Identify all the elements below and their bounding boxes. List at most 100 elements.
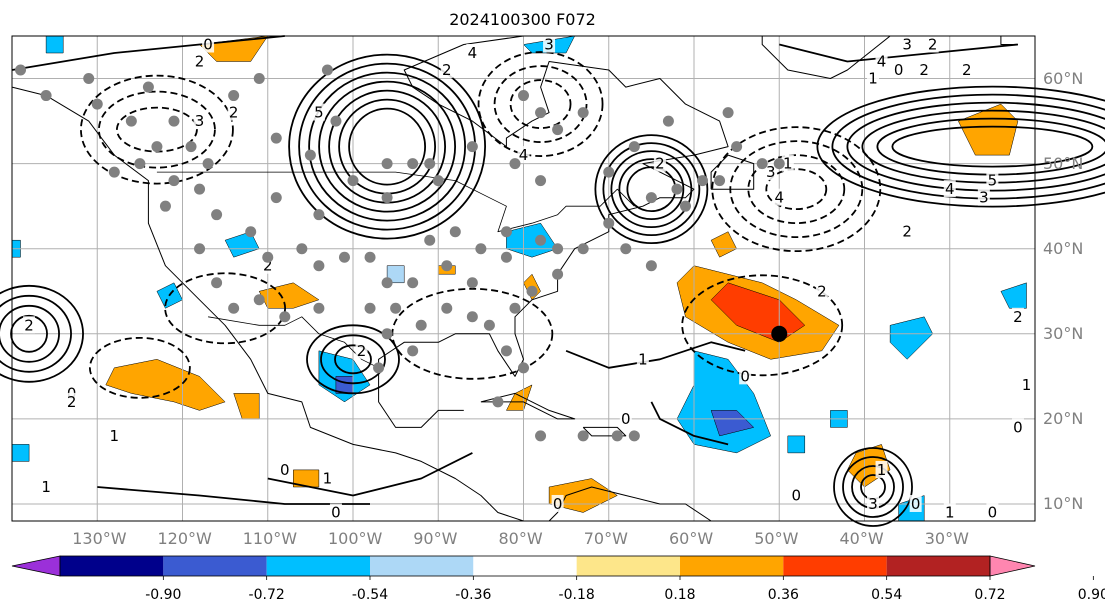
station-marker: [620, 243, 632, 255]
longitude-label: 120°W: [157, 529, 212, 548]
contour-atl-ridge-3: [846, 101, 1105, 192]
contour-dashed-sw: [164, 272, 287, 345]
contour-label-bg: [764, 163, 777, 181]
contour-low-east-3: [602, 142, 701, 237]
anomaly-region-23: [787, 435, 806, 454]
station-marker: [466, 141, 478, 153]
station-marker: [518, 90, 529, 102]
station-marker: [441, 302, 453, 314]
contour-dashed-atl-1: [747, 154, 846, 225]
station-marker: [245, 226, 257, 238]
longitude-label: 80°W: [498, 529, 543, 548]
contour-label: 2: [357, 342, 367, 360]
contour-low-east-1: [618, 158, 685, 221]
contour-dashed-atl-0: [765, 168, 828, 211]
anomaly-region-15: [710, 410, 755, 437]
station-marker: [424, 158, 436, 170]
contour-label-bg: [23, 316, 36, 334]
contour-label-bg: [986, 171, 999, 189]
contour-mex-low-1: [320, 334, 386, 385]
station-marker: [407, 345, 419, 357]
colorbar-outline: [59, 555, 991, 577]
contour-label-bg: [193, 52, 206, 70]
contour-label-bg: [202, 35, 215, 53]
contour-label: 2: [67, 393, 77, 411]
contour-label-bg: [466, 44, 479, 62]
contour-label-bg: [773, 188, 786, 206]
station-marker: [108, 166, 120, 178]
latitude-label: 40°N: [1043, 238, 1084, 258]
contour-dashed-bc-2: [80, 74, 234, 185]
colorbar-swatch: [60, 556, 164, 576]
station-marker: [722, 107, 734, 119]
station-marker: [552, 243, 564, 255]
contour-pac-low-3: [0, 284, 84, 383]
contour-label: 3: [902, 36, 912, 54]
contour-label: 0: [280, 461, 290, 479]
anomaly-region-6: [957, 103, 1019, 156]
contour-label-bg: [321, 469, 334, 487]
station-marker: [552, 268, 564, 280]
contour-label: 2: [442, 61, 452, 79]
station-marker: [151, 141, 163, 153]
contour-label-bg: [619, 409, 632, 427]
contour-low-north-0: [348, 107, 427, 186]
station-marker: [714, 175, 726, 187]
contour-label-bg: [875, 52, 888, 70]
station-marker: [535, 430, 547, 442]
contour-line-north-pac: [11, 35, 285, 71]
anomaly-region-21: [889, 316, 934, 360]
station-marker: [679, 200, 691, 212]
longitude-label: 50°W: [754, 529, 799, 548]
station-marker: [415, 319, 427, 331]
contour-label-bg: [227, 103, 240, 121]
contour-label: 0: [911, 495, 921, 513]
station-marker: [526, 285, 538, 297]
contour-label: 0: [792, 486, 802, 504]
colorbar-tick-label: -0.18: [558, 587, 595, 603]
station-marker: [211, 277, 223, 289]
station-marker: [449, 226, 461, 238]
contour-label-bg: [901, 35, 914, 53]
contour-label: 4: [945, 180, 955, 198]
station-marker: [185, 141, 197, 153]
contour-label: 2: [928, 36, 938, 54]
map-title: 2024100300 F072: [449, 10, 596, 29]
contour-label-bg: [875, 460, 888, 478]
colorbar-extend-high: [989, 555, 1036, 577]
contour-label: 3: [766, 163, 776, 181]
contour-dashed-quebec-1: [493, 65, 588, 143]
station-marker: [194, 183, 206, 195]
colorbar-tick-label: 0.90: [1077, 587, 1105, 603]
contour-trop-low-2: [842, 456, 904, 518]
station-marker: [424, 234, 436, 246]
contour-label-bg: [551, 494, 564, 512]
station-marker: [262, 251, 274, 263]
contour-label: 2: [655, 155, 665, 173]
colorbar-extend-low: [11, 555, 61, 577]
station-marker: [228, 302, 240, 314]
station-marker: [304, 149, 316, 161]
anomaly-region-10: [293, 469, 320, 488]
station-marker: [483, 319, 495, 331]
contour-label-bg: [517, 146, 530, 164]
cuba-island: [480, 392, 576, 420]
contour-label: 1: [41, 478, 51, 496]
station-marker: [142, 81, 154, 93]
contour-dashed-subtrop: [681, 274, 844, 377]
station-marker: [509, 158, 521, 170]
station-marker: [373, 362, 385, 374]
contour-trop-low-3: [833, 447, 913, 527]
contour-label: 1: [1022, 376, 1032, 394]
contour-label-bg: [1011, 307, 1024, 325]
colorbar-swatch: [163, 556, 267, 576]
station-marker: [134, 158, 146, 170]
contour-mex-low-0: [334, 344, 372, 375]
station-marker: [645, 260, 657, 272]
station-marker: [390, 302, 402, 314]
contour-label: 0: [988, 503, 998, 521]
station-marker: [296, 243, 308, 255]
contour-label-bg: [543, 35, 556, 53]
contour-label-bg: [815, 282, 828, 300]
